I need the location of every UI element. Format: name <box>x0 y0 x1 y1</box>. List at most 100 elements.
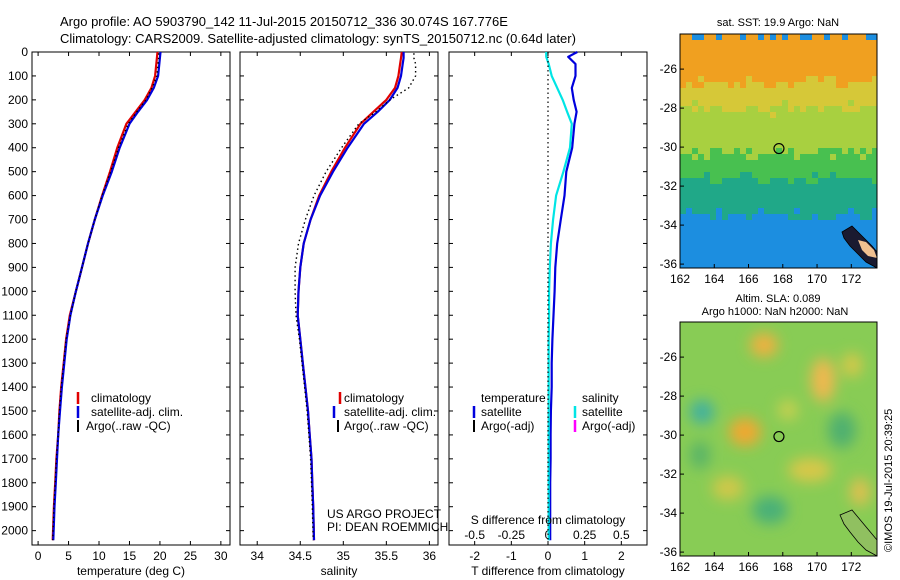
sst-cell <box>704 184 710 190</box>
sst-cell <box>812 124 818 130</box>
sst-cell <box>830 40 836 46</box>
sst-cell <box>818 244 824 250</box>
sst-cell <box>794 52 800 58</box>
sst-cell <box>680 88 686 94</box>
sst-cell <box>842 142 848 148</box>
sst-cell <box>830 94 836 100</box>
sst-cell <box>812 88 818 94</box>
sst-cell <box>770 52 776 58</box>
sst-cell <box>806 202 812 208</box>
sst-cell <box>776 244 782 250</box>
sst-cell <box>782 58 788 64</box>
sst-cell <box>794 76 800 82</box>
sst-cell <box>848 58 854 64</box>
sst-cell <box>710 40 716 46</box>
series-layer <box>51 51 578 541</box>
sst-cell <box>830 118 836 124</box>
sst-cell <box>740 250 746 256</box>
sst-cell <box>806 172 812 178</box>
sst-cell <box>872 220 877 226</box>
sst-cell <box>770 88 776 94</box>
sst-cell <box>830 214 836 220</box>
sst-cell <box>686 202 692 208</box>
sst-cell <box>704 142 710 148</box>
pi-credit: PI: DEAN ROEMMICH <box>327 520 448 534</box>
sst-cell <box>680 52 686 58</box>
sst-cell <box>680 106 686 112</box>
sst-cell <box>776 46 782 52</box>
sst-cell <box>686 262 692 268</box>
sst-cell <box>698 178 704 184</box>
sst-cell <box>758 160 764 166</box>
sst-coastline <box>841 225 877 268</box>
sst-cell <box>872 196 877 202</box>
x-tick-label: -2 <box>469 549 480 563</box>
sst-cell <box>752 118 758 124</box>
sst-cell <box>710 52 716 58</box>
sst-cell <box>770 244 776 250</box>
sst-cell <box>866 220 872 226</box>
sst-cell <box>836 118 842 124</box>
sst-cell <box>800 148 806 154</box>
sst-cell <box>722 52 728 58</box>
sst-cell <box>854 112 860 118</box>
sst-cell <box>686 70 692 76</box>
sst-cell <box>872 148 877 154</box>
sst-cell <box>770 166 776 172</box>
sst-cell <box>686 256 692 262</box>
sst-cell <box>740 142 746 148</box>
sst-cell <box>680 40 686 46</box>
sst-cell <box>776 178 782 184</box>
sst-cell <box>764 166 770 172</box>
x-tick-label: 30 <box>214 549 228 563</box>
map-y-tick-label: -30 <box>660 428 678 442</box>
sst-cell <box>794 214 800 220</box>
sst-cell <box>752 238 758 244</box>
sst-cell <box>848 112 854 118</box>
sst-cell <box>776 40 782 46</box>
sst-cell <box>770 94 776 100</box>
sst-cell <box>830 70 836 76</box>
sst-cell <box>818 190 824 196</box>
series-line-climatology <box>296 51 403 541</box>
sst-cell <box>782 166 788 172</box>
sst-cell <box>824 118 830 124</box>
sst-cell <box>764 148 770 154</box>
sst-cell <box>692 208 698 214</box>
sst-cell <box>848 178 854 184</box>
sst-cell <box>740 136 746 142</box>
sst-cell <box>758 178 764 184</box>
sst-cell <box>866 76 872 82</box>
sst-cell <box>692 262 698 268</box>
sst-cell <box>842 226 848 232</box>
sst-cell <box>812 106 818 112</box>
sst-cell <box>704 136 710 142</box>
sst-cell <box>866 208 872 214</box>
sst-cell <box>782 190 788 196</box>
legend-label-satellite: satellite-adj. clim. <box>91 405 183 419</box>
sst-cell <box>716 112 722 118</box>
sst-cell <box>830 184 836 190</box>
sst-cell <box>842 172 848 178</box>
sst-cell <box>800 190 806 196</box>
sst-cell <box>812 238 818 244</box>
x-tick-label: 20 <box>153 549 167 563</box>
sst-cell <box>842 256 848 262</box>
sla-anomaly <box>729 418 761 446</box>
sst-cell <box>836 166 842 172</box>
sst-cell <box>800 238 806 244</box>
sst-cell <box>740 166 746 172</box>
sst-cell <box>698 130 704 136</box>
sst-cell <box>710 238 716 244</box>
sst-cell <box>872 46 877 52</box>
sst-cell <box>866 94 872 100</box>
sst-cell <box>710 184 716 190</box>
sst-cell <box>740 76 746 82</box>
sst-cell <box>740 202 746 208</box>
sst-cell <box>842 130 848 136</box>
sst-cell <box>860 214 866 220</box>
sst-cell <box>812 58 818 64</box>
sst-cell <box>758 88 764 94</box>
sst-cell <box>812 256 818 262</box>
sst-cell <box>698 112 704 118</box>
